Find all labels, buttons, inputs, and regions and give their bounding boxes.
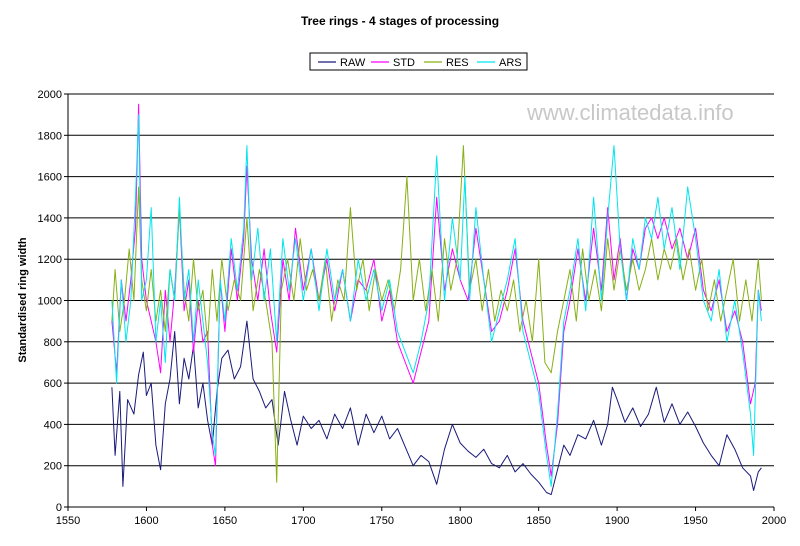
x-tick-label: 2000: [762, 515, 786, 527]
x-tick-label: 1750: [370, 515, 394, 527]
legend-label-res: RES: [446, 57, 469, 69]
x-tick-label: 1900: [605, 515, 629, 527]
legend-box: [309, 52, 528, 71]
y-tick-label: 600: [44, 378, 62, 390]
y-tick-label: 1800: [38, 130, 62, 142]
x-axis-ticks: 1550 1600 1650 1700 1750 1800 1850 1900 1950 2000: [56, 507, 786, 527]
y-tick-label: 1600: [38, 172, 62, 184]
y-tick-label: 2000: [38, 89, 62, 101]
x-tick-label: 1550: [56, 515, 80, 527]
y-axis-label: Standardised ring width: [17, 237, 29, 363]
series-line-raw: [111, 320, 762, 496]
x-tick-label: 1950: [683, 515, 707, 527]
legend-label-raw: RAW: [340, 57, 366, 69]
watermark: www.climatedata.info: [526, 100, 734, 125]
y-axis-ticks: 0 200 400 600 800 1000 1200 1400 1600 1800 2000: [38, 89, 68, 514]
y-tick-label: 200: [44, 461, 62, 473]
x-tick-label: 1650: [213, 515, 237, 527]
series-layer: [111, 103, 762, 496]
x-tick-label: 1850: [526, 515, 550, 527]
chart-title: Tree rings - 4 stages of processing: [301, 14, 499, 28]
y-tick-label: 1200: [38, 254, 62, 266]
x-tick-label: 1800: [448, 515, 472, 527]
series-line-res: [111, 145, 762, 483]
y-tick-label: 1400: [38, 213, 62, 225]
legend: RAW STD RES ARS: [309, 52, 528, 71]
x-tick-label: 1600: [134, 515, 158, 527]
x-tick-label: 1700: [291, 515, 315, 527]
series-line-std: [111, 103, 762, 477]
y-tick-label: 1000: [38, 296, 62, 308]
legend-label-ars: ARS: [499, 57, 522, 69]
y-tick-label: 800: [44, 337, 62, 349]
axes: [67, 94, 774, 508]
series-line-ars: [111, 114, 762, 487]
legend-label-std: STD: [393, 57, 415, 69]
y-tick-label: 0: [56, 502, 62, 514]
y-tick-label: 400: [44, 419, 62, 431]
gridlines: [68, 93, 774, 467]
